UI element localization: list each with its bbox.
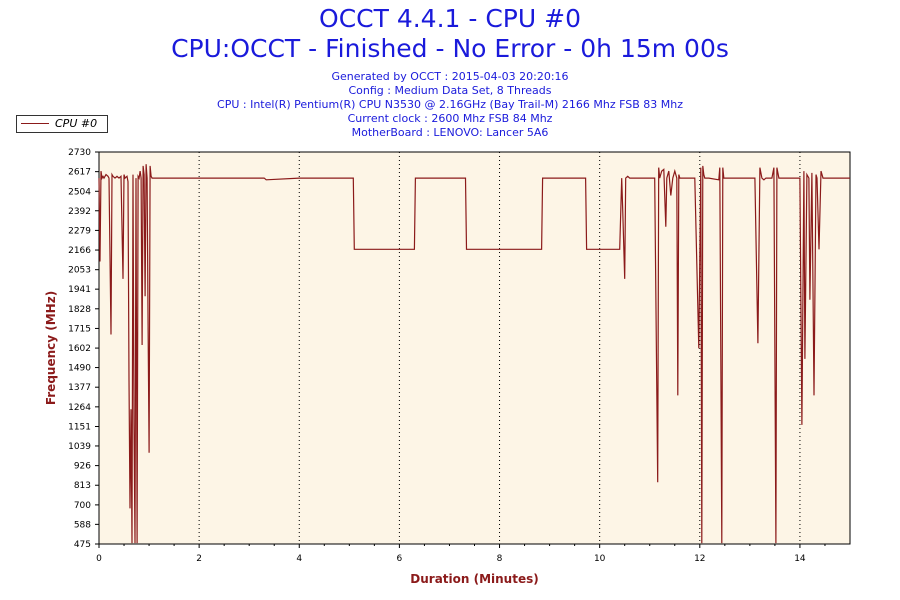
y-tick-label-20: 2730 [68, 148, 91, 158]
info-motherboard: MotherBoard : LENOVO: Lancer 5A6 [351, 126, 549, 139]
y-tick-label-8: 1377 [68, 383, 91, 393]
y-tick-label-13: 1941 [68, 285, 91, 295]
y-tick-label-15: 2166 [68, 246, 91, 256]
y-tick-label-10: 1602 [68, 344, 91, 354]
series-line-cpu0 [98, 164, 850, 544]
y-tick-label-1: 588 [74, 520, 91, 530]
x-axis-label: Duration (Minutes) [410, 572, 538, 586]
y-tick-label-11: 1715 [68, 324, 91, 334]
y-tick-label-3: 813 [74, 481, 91, 491]
x-tick-label-0: 0 [96, 554, 102, 564]
info-config: Config : Medium Data Set, 8 Threads [348, 84, 552, 97]
y-axis-ticks: 475 588 700 813 926 1039 1151 1264 1377 1490 1602 1… [68, 148, 99, 550]
y-tick-label-7: 1264 [68, 403, 91, 413]
grid-lines [198, 152, 801, 544]
y-tick-label-2: 700 [74, 501, 91, 511]
y-tick-label-16: 2279 [68, 226, 91, 236]
x-tick-label-5: 10 [594, 554, 606, 564]
info-cpu: CPU : Intel(R) Pentium(R) CPU N3530 @ 2.… [217, 98, 683, 111]
x-tick-label-3: 6 [397, 554, 403, 564]
y-axis-label: Frequency (MHz) [44, 291, 58, 405]
y-tick-label-14: 2053 [68, 266, 91, 276]
y-tick-label-18: 2504 [68, 187, 91, 197]
chart-subtitle: CPU:OCCT - Finished - No Error - 0h 15m … [171, 34, 729, 63]
chart-title: OCCT 4.4.1 - CPU #0 [319, 4, 581, 33]
x-tick-label-6: 12 [694, 554, 705, 564]
legend-label: CPU #0 [55, 117, 98, 130]
x-tick-label-1: 2 [196, 554, 202, 564]
x-tick-label-4: 8 [497, 554, 503, 564]
legend-swatch [21, 123, 49, 124]
y-tick-label-0: 475 [74, 540, 91, 550]
y-tick-label-4: 926 [74, 462, 91, 472]
y-tick-label-17: 2392 [68, 207, 91, 217]
info-clock: Current clock : 2600 Mhz FSB 84 Mhz [347, 112, 553, 125]
info-generated: Generated by OCCT : 2015-04-03 20:20:16 [331, 70, 569, 83]
x-axis-ticks: 0 2 4 6 8 10 12 14 [96, 544, 826, 564]
plot-area [98, 151, 851, 545]
y-tick-label-9: 1490 [68, 364, 91, 374]
legend: CPU #0 [16, 115, 108, 133]
x-tick-label-7: 14 [794, 554, 806, 564]
y-tick-label-12: 1828 [68, 305, 91, 315]
y-tick-label-19: 2617 [68, 168, 91, 178]
y-tick-label-5: 1039 [68, 442, 91, 452]
x-tick-label-2: 4 [296, 554, 302, 564]
y-tick-label-6: 1151 [68, 422, 91, 432]
